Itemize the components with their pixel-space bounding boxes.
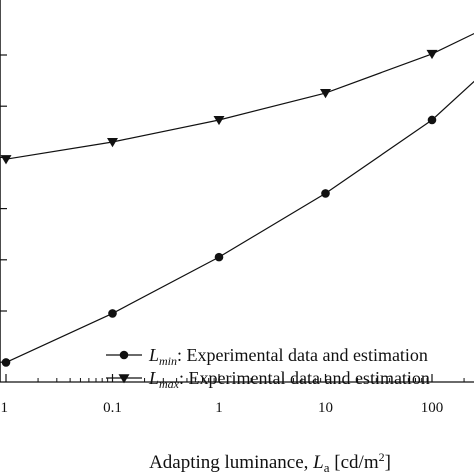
x-tick-labels: .01 0.1 1 10 100 bbox=[0, 400, 443, 416]
legend-max-symbol: L bbox=[148, 368, 159, 388]
x-axis-label-sub: a bbox=[324, 460, 330, 474]
legend-min-rest: : Experimental data and estimation bbox=[177, 345, 428, 365]
x-axis-label-symbol: L bbox=[312, 452, 324, 473]
x-tick-label: .01 bbox=[0, 400, 8, 416]
series bbox=[0, 32, 474, 367]
x-tick-label: 10 bbox=[318, 400, 333, 416]
x-axis-label-units: [cd/m bbox=[330, 452, 379, 473]
legend-max-rest: : Experimental data and estimation bbox=[179, 368, 430, 388]
data-point-min bbox=[214, 252, 224, 262]
data-point-min bbox=[427, 115, 437, 125]
x-axis-label-prefix: Adapting luminance, bbox=[149, 452, 313, 473]
data-point-min bbox=[1, 358, 11, 367]
legend-label-max: Lmax: Experimental data and estimation bbox=[148, 368, 430, 391]
legend-label-min: Lmin: Experimental data and estimation bbox=[148, 345, 428, 368]
series-line-min bbox=[5, 80, 474, 363]
x-tick-label: 100 bbox=[421, 400, 444, 416]
legend: Lmin: Experimental data and estimation L… bbox=[106, 345, 430, 391]
data-point-max bbox=[426, 49, 438, 60]
legend-marker-min bbox=[119, 350, 129, 360]
axes bbox=[0, 0, 474, 383]
data-point-max bbox=[0, 155, 12, 165]
legend-marker-max bbox=[118, 374, 130, 384]
x-axis-label: Adapting luminance, La [cd/m2] bbox=[149, 450, 391, 474]
legend-min-sub: min bbox=[159, 354, 177, 368]
x-axis-label-sup: 2 bbox=[379, 450, 385, 464]
data-point-min bbox=[108, 309, 117, 318]
x-tick-label: 0.1 bbox=[103, 400, 122, 416]
data-point-max bbox=[320, 89, 331, 99]
legend-min-symbol: L bbox=[148, 345, 159, 365]
data-point-min bbox=[321, 189, 330, 198]
data-point-max bbox=[213, 115, 225, 126]
x-tick-label: 1 bbox=[215, 400, 223, 416]
data-point-max bbox=[107, 138, 118, 148]
x-axis-label-close: ] bbox=[385, 452, 391, 473]
legend-max-sub: max bbox=[159, 377, 180, 391]
series-line-max bbox=[5, 32, 474, 160]
